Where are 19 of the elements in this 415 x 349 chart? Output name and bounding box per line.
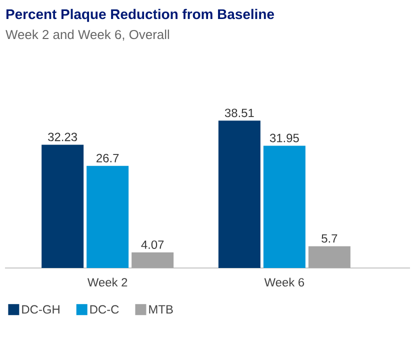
- x-tick-label: Week 2: [87, 278, 128, 287]
- data-label: 38.51: [224, 108, 254, 118]
- bar: [218, 120, 260, 268]
- bar: [263, 146, 306, 268]
- x-tick-label: Week 6: [264, 278, 304, 287]
- chart-title: Percent Plaque Reduction from Baseline: [6, 8, 274, 22]
- data-label: 31.95: [270, 134, 299, 142]
- data-label: 4.07: [141, 240, 164, 249]
- legend-label: MTB: [149, 305, 173, 314]
- bar: [132, 252, 174, 268]
- legend-label: DC-GH: [22, 305, 60, 314]
- legend-label: DC-C: [90, 305, 119, 314]
- data-label: 5.7: [322, 234, 338, 243]
- data-label: 32.23: [48, 132, 78, 142]
- bar: [42, 144, 84, 268]
- bar: [86, 166, 129, 268]
- bar: [308, 246, 350, 268]
- data-label: 26.7: [96, 154, 119, 162]
- chart-subtitle: Week 2 and Week 6, Overall: [6, 30, 170, 41]
